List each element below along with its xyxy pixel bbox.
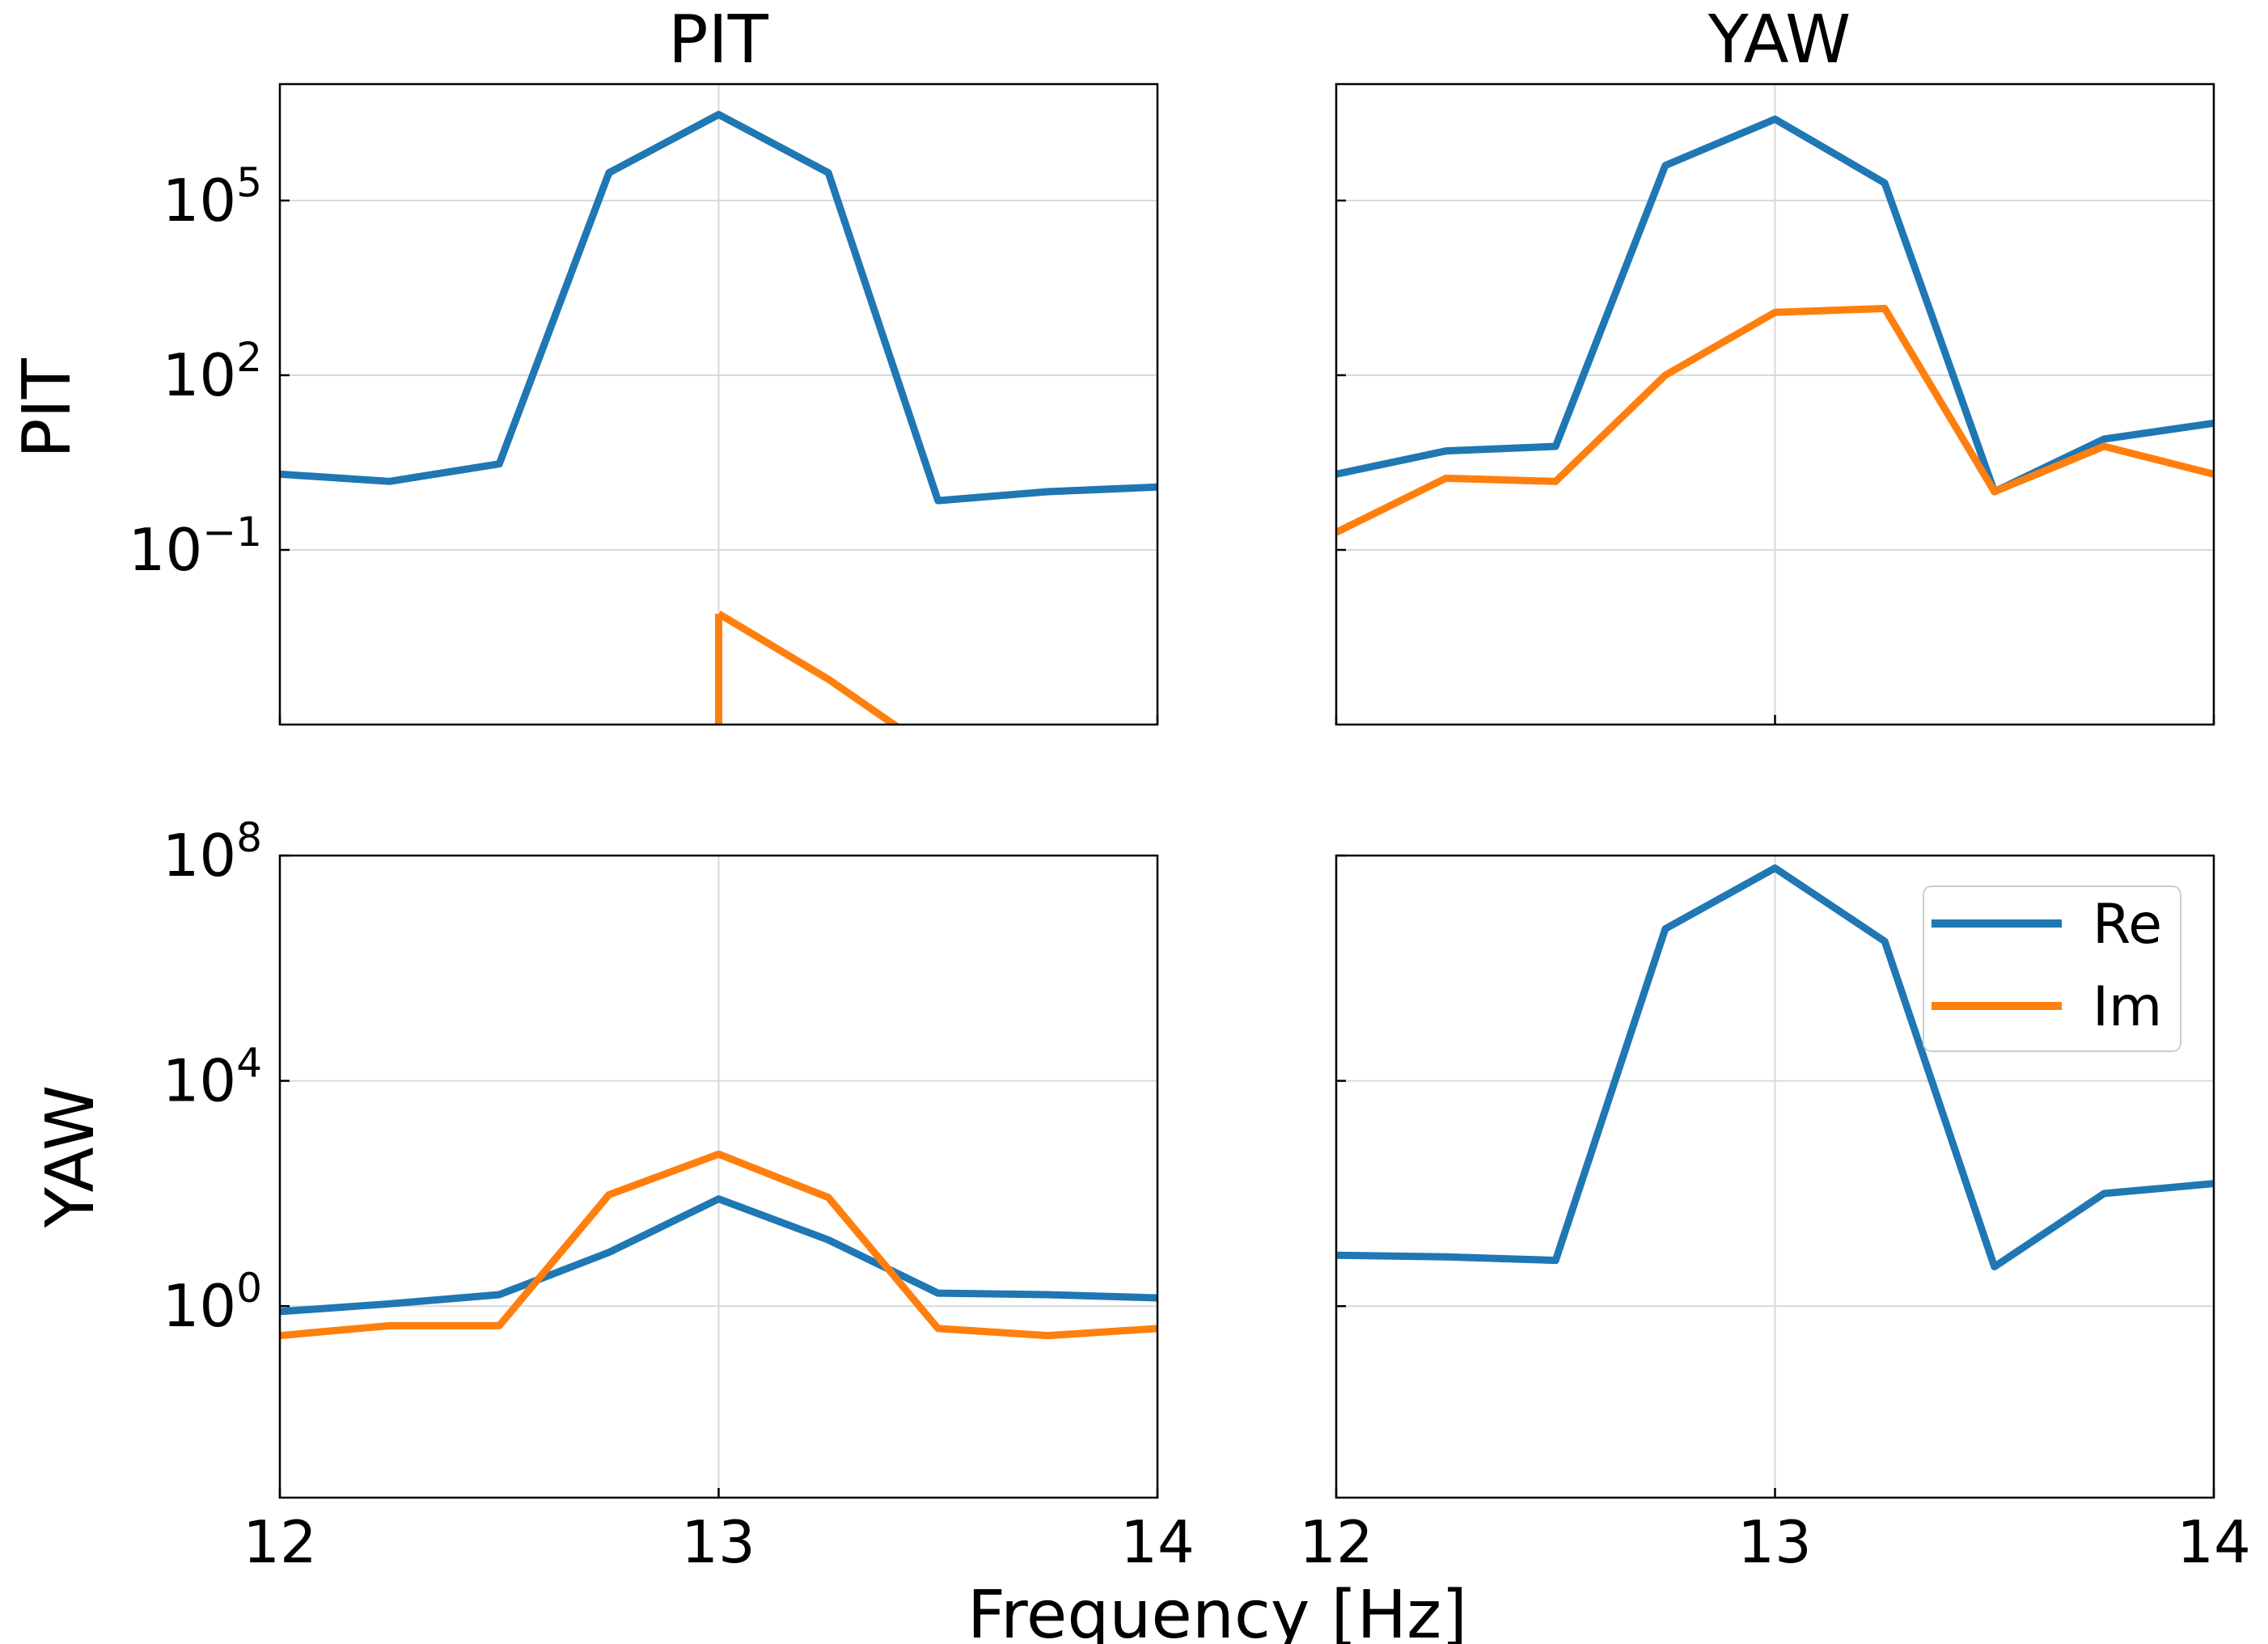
plot-frame-yaw-yaw	[1335, 854, 2215, 1499]
x-axis-label: Frequency [Hz]	[967, 1577, 1467, 1644]
panel-yaw-yaw	[1335, 854, 2215, 1499]
row-title-pit: PIT	[9, 357, 86, 459]
column-title-yaw: YAW	[1707, 2, 1851, 78]
column-title-pit: PIT	[668, 2, 769, 78]
series-line-pit-yaw-re	[1336, 115, 2214, 496]
legend-im-label: Im	[2092, 975, 2162, 1039]
y-tick-label-yaw-pit-10-0: 100	[163, 1265, 262, 1340]
plot-frame-pit-pit	[278, 82, 1159, 726]
series-line-pit-pit-re	[280, 111, 1157, 505]
panel-pit-pit: 105 102 10−1	[129, 82, 1159, 726]
plot-frame-pit-yaw	[1335, 82, 2215, 726]
legend: Re Im	[1923, 885, 2181, 1052]
y-tick-label-pit-pit-10-5: 105	[163, 159, 262, 235]
row-titles: PIT YAW	[9, 357, 109, 1228]
x-tick-label-13-right: 13	[1737, 1508, 1812, 1576]
x-axis-tick-labels: 12 13 14 12 13 14	[243, 1508, 2251, 1576]
x-tick-label-12-left: 12	[243, 1508, 317, 1576]
legend-re-label: Re	[2092, 893, 2162, 957]
y-tick-label-pit-pit-10-2: 102	[163, 334, 262, 409]
row-title-yaw: YAW	[32, 1085, 109, 1228]
panel-pit-yaw	[1335, 82, 2215, 726]
series-line-pit-yaw-im	[1336, 304, 2214, 536]
y-tick-label-pit-pit-10-1: 10−1	[129, 509, 262, 584]
x-tick-label-12-right: 12	[1299, 1508, 1373, 1576]
series-line-yaw-yaw-re	[1336, 864, 2214, 1271]
x-tick-label-14-left: 14	[1120, 1508, 1195, 1576]
series-line-pit-pit-im	[717, 611, 901, 725]
y-tick-label-yaw-pit-10-4: 104	[163, 1040, 262, 1115]
panel-yaw-pit: 108 104 100	[163, 814, 1159, 1499]
x-tick-label-13-left: 13	[681, 1508, 755, 1576]
x-tick-label-14-right: 14	[2177, 1508, 2251, 1576]
series-line-yaw-pit-im	[280, 1150, 1157, 1340]
y-tick-label-yaw-pit-10-8: 108	[163, 814, 262, 890]
plot-frame-yaw-pit	[278, 854, 1159, 1499]
series-line-yaw-pit-re	[280, 1195, 1157, 1316]
column-titles: PIT YAW	[668, 2, 1851, 78]
